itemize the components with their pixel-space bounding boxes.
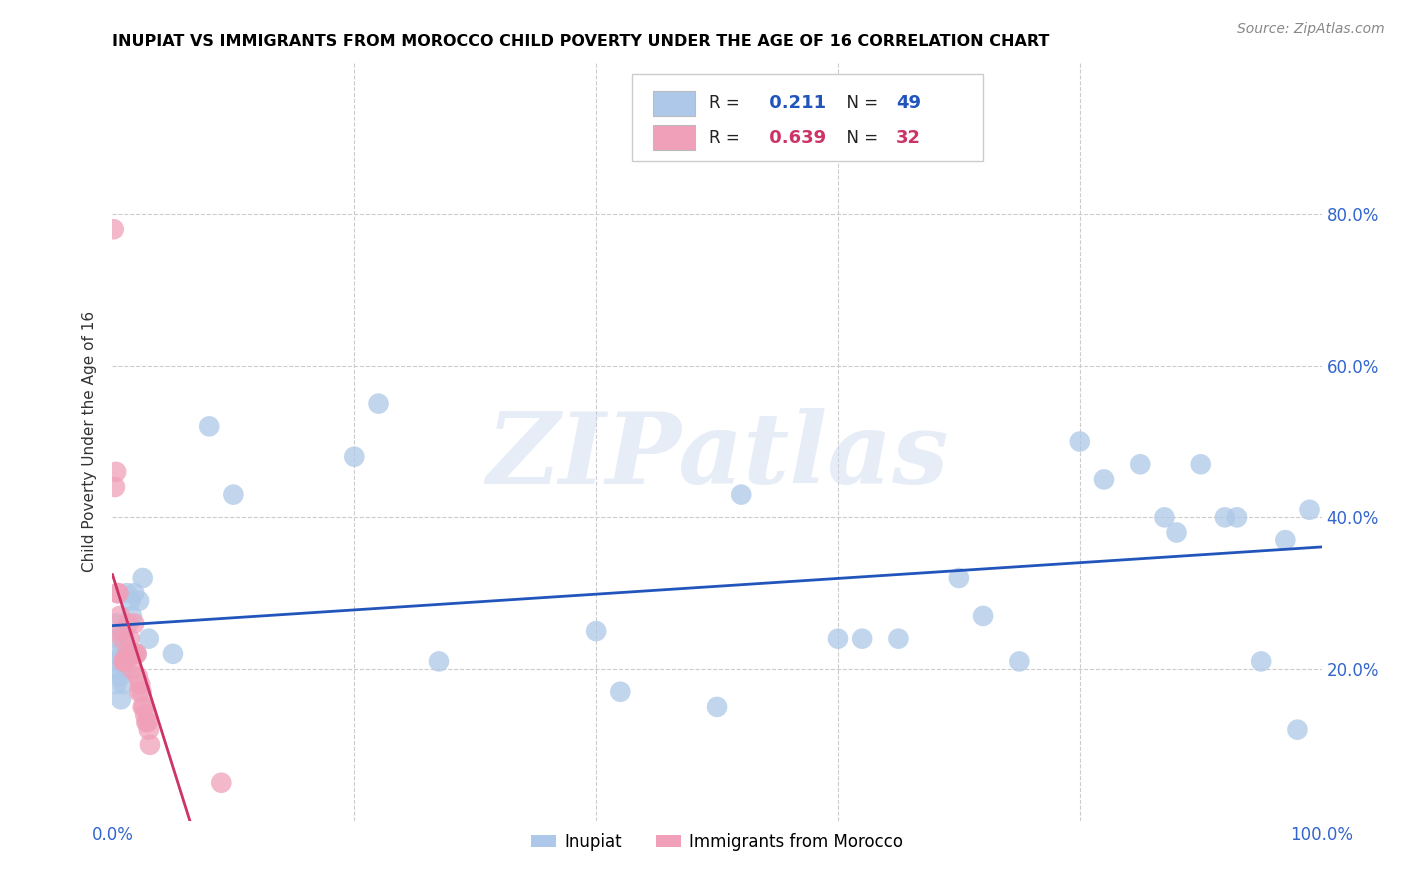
- Point: [1129, 458, 1152, 472]
- Point: [1274, 533, 1296, 548]
- Point: [1298, 503, 1320, 517]
- Point: [1213, 510, 1236, 524]
- Point: [136, 715, 159, 730]
- Legend: Inupiat, Immigrants from Morocco: Inupiat, Immigrants from Morocco: [524, 827, 910, 858]
- Point: [114, 662, 136, 676]
- Point: [115, 586, 138, 600]
- Text: INUPIAT VS IMMIGRANTS FROM MOROCCO CHILD POVERTY UNDER THE AGE OF 16 CORRELATION: INUPIAT VS IMMIGRANTS FROM MOROCCO CHILD…: [112, 34, 1050, 49]
- Text: R =: R =: [709, 128, 745, 146]
- Point: [108, 669, 131, 683]
- Point: [887, 632, 910, 646]
- Point: [107, 655, 129, 669]
- Point: [127, 669, 149, 683]
- Point: [104, 480, 127, 494]
- Point: [122, 647, 145, 661]
- Point: [198, 419, 221, 434]
- Point: [120, 594, 142, 608]
- Point: [730, 487, 752, 501]
- Point: [125, 647, 148, 661]
- Point: [367, 396, 389, 410]
- Point: [706, 699, 728, 714]
- Text: N =: N =: [835, 95, 883, 112]
- Point: [343, 450, 366, 464]
- Point: [135, 715, 157, 730]
- Text: 32: 32: [896, 128, 921, 146]
- Point: [129, 677, 152, 691]
- Point: [132, 699, 155, 714]
- Point: [121, 662, 143, 676]
- Point: [948, 571, 970, 585]
- Point: [1069, 434, 1091, 449]
- Point: [103, 222, 125, 236]
- Point: [134, 707, 156, 722]
- Point: [111, 632, 134, 646]
- Point: [114, 655, 136, 669]
- Text: ZIPatlas: ZIPatlas: [486, 409, 948, 505]
- Point: [851, 632, 873, 646]
- Point: [139, 738, 162, 752]
- Point: [122, 616, 145, 631]
- Point: [131, 685, 153, 699]
- Point: [105, 616, 128, 631]
- Point: [124, 647, 146, 661]
- Point: [138, 723, 160, 737]
- Point: [222, 487, 245, 501]
- Point: [121, 608, 143, 623]
- Point: [122, 586, 145, 600]
- FancyBboxPatch shape: [652, 91, 696, 116]
- Text: N =: N =: [835, 128, 883, 146]
- Point: [1226, 510, 1249, 524]
- Point: [1008, 655, 1031, 669]
- Point: [105, 677, 128, 691]
- Point: [128, 685, 150, 699]
- Point: [585, 624, 607, 639]
- Point: [114, 655, 136, 669]
- Point: [117, 647, 139, 661]
- Point: [118, 632, 141, 646]
- Text: Source: ZipAtlas.com: Source: ZipAtlas.com: [1237, 22, 1385, 37]
- FancyBboxPatch shape: [633, 74, 983, 161]
- Point: [108, 608, 131, 623]
- Point: [120, 647, 142, 661]
- Point: [105, 465, 128, 479]
- Point: [117, 616, 139, 631]
- Point: [105, 586, 128, 600]
- Point: [132, 571, 155, 585]
- Point: [1092, 473, 1115, 487]
- Point: [125, 647, 148, 661]
- Point: [112, 655, 135, 669]
- Point: [104, 647, 127, 661]
- Point: [209, 776, 232, 790]
- Point: [1189, 458, 1212, 472]
- Point: [162, 647, 184, 661]
- Point: [105, 632, 128, 646]
- Text: 49: 49: [896, 95, 921, 112]
- FancyBboxPatch shape: [652, 126, 696, 150]
- Point: [609, 685, 631, 699]
- Point: [138, 632, 160, 646]
- Point: [112, 677, 135, 691]
- Point: [107, 586, 129, 600]
- Y-axis label: Child Poverty Under the Age of 16: Child Poverty Under the Age of 16: [82, 311, 97, 572]
- Point: [1250, 655, 1272, 669]
- Point: [110, 624, 132, 639]
- Point: [103, 662, 125, 676]
- Text: 0.211: 0.211: [763, 95, 827, 112]
- Point: [111, 647, 134, 661]
- Point: [128, 594, 150, 608]
- Point: [114, 632, 136, 646]
- Point: [132, 699, 155, 714]
- Point: [827, 632, 849, 646]
- Point: [427, 655, 450, 669]
- Text: 0.639: 0.639: [763, 128, 827, 146]
- Point: [972, 608, 994, 623]
- Point: [110, 692, 132, 706]
- Point: [1153, 510, 1175, 524]
- Text: R =: R =: [709, 95, 745, 112]
- Point: [115, 647, 138, 661]
- Point: [1166, 525, 1188, 540]
- Point: [1286, 723, 1309, 737]
